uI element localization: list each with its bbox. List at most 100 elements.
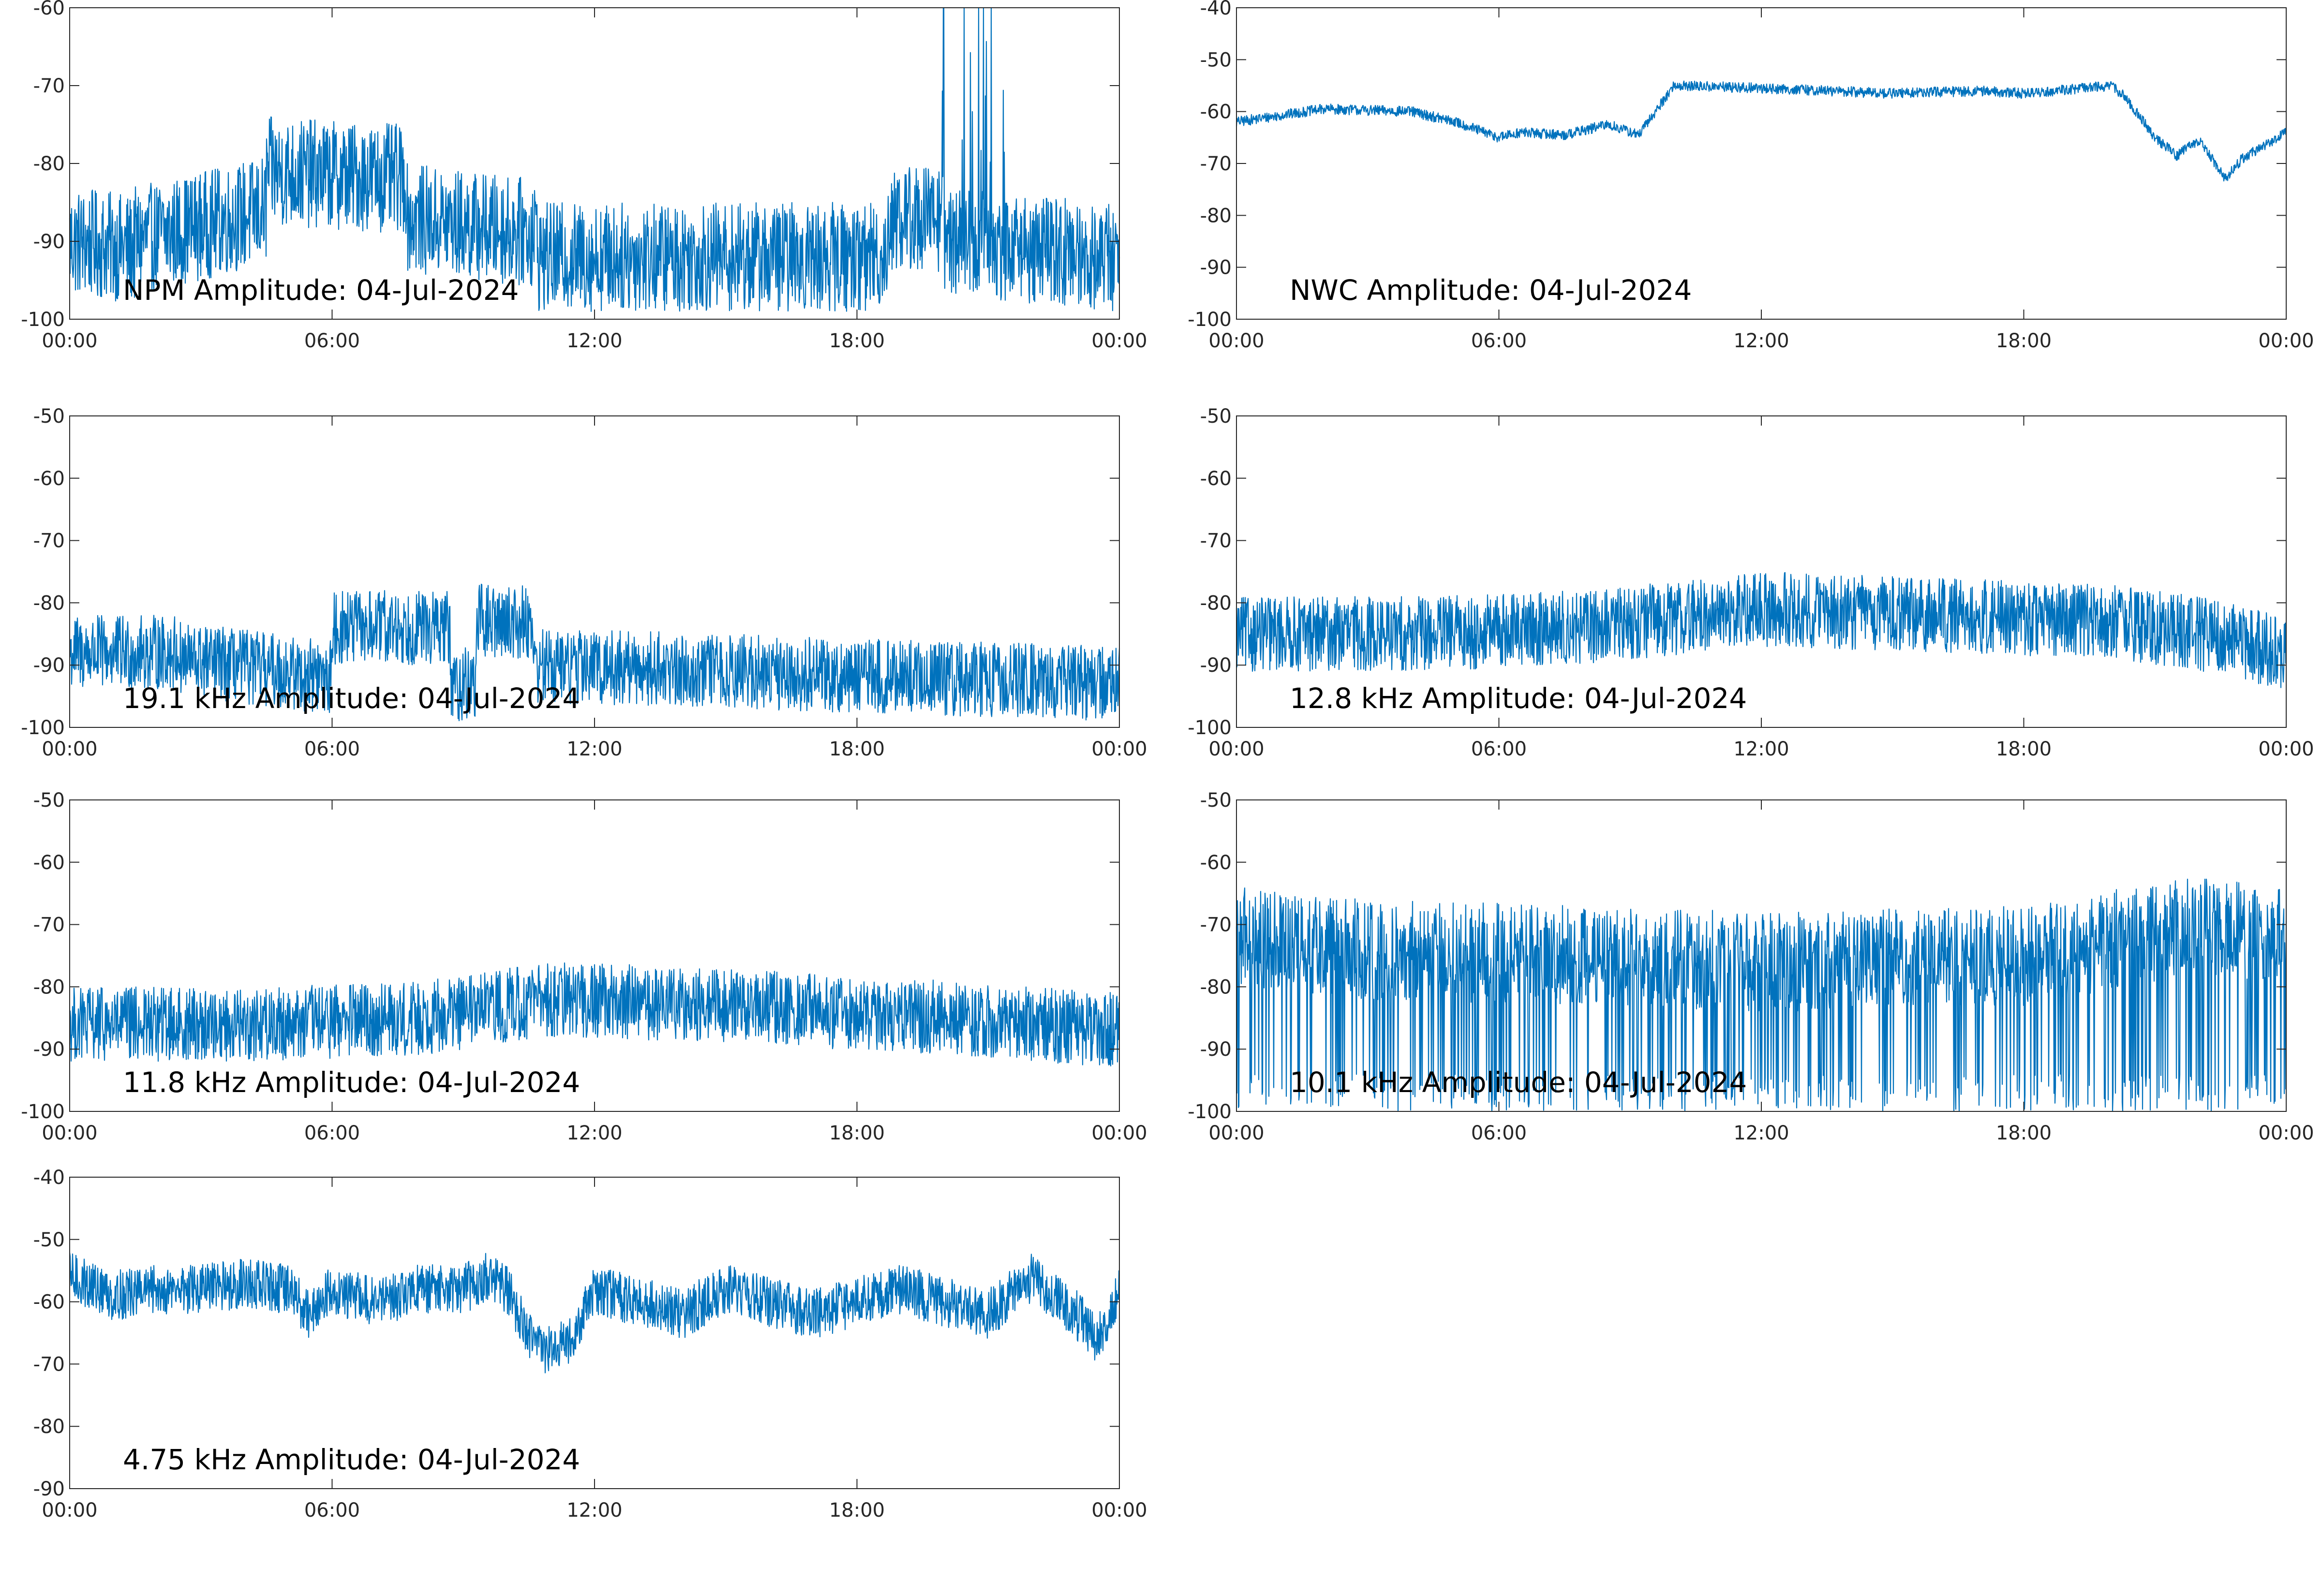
y-tick-label: -80 xyxy=(33,976,65,998)
y-tick-label: -60 xyxy=(1200,468,1232,490)
y-tick-label: -50 xyxy=(1200,405,1232,428)
y-tick-label: -90 xyxy=(33,654,65,677)
series-line xyxy=(1235,80,2287,182)
panel-title: 10.1 kHz Amplitude: 04-Jul-2024 xyxy=(1290,1066,1747,1099)
x-tick-label: 12:00 xyxy=(566,1499,622,1522)
y-tick-label: -60 xyxy=(33,468,65,490)
y-tick-label: -40 xyxy=(1200,0,1232,19)
y-tick-label: -100 xyxy=(21,309,65,331)
y-tick-label: -70 xyxy=(33,530,65,552)
y-tick-label: -80 xyxy=(33,153,65,175)
panel-title: 12.8 kHz Amplitude: 04-Jul-2024 xyxy=(1290,682,1747,715)
y-tick-label: -60 xyxy=(1200,852,1232,874)
x-tick-label: 12:00 xyxy=(566,330,622,352)
axes-frame xyxy=(69,799,1120,1112)
x-tick-label: 06:00 xyxy=(1471,330,1527,352)
y-tick-label: -60 xyxy=(33,852,65,874)
x-tick-label: 00:00 xyxy=(42,330,97,352)
axes-frame xyxy=(69,1177,1120,1489)
series-line xyxy=(69,583,1120,722)
y-tick-label: -100 xyxy=(1188,717,1232,739)
y-tick-label: -90 xyxy=(1200,257,1232,279)
x-tick-label: 12:00 xyxy=(566,1122,622,1144)
y-tick-label: -100 xyxy=(1188,1101,1232,1123)
x-tick-label: 12:00 xyxy=(1733,738,1789,760)
x-tick-label: 18:00 xyxy=(829,330,885,352)
x-tick-label: 06:00 xyxy=(304,738,360,760)
y-tick-label: -70 xyxy=(33,1353,65,1375)
x-tick-label: 06:00 xyxy=(304,1499,360,1522)
y-tick-label: -70 xyxy=(33,75,65,97)
x-tick-label: 00:00 xyxy=(1091,738,1147,760)
y-tick-label: -90 xyxy=(1200,1038,1232,1061)
x-tick-label: 00:00 xyxy=(1208,738,1264,760)
x-tick-label: 18:00 xyxy=(1996,738,2052,760)
x-tick-label: 00:00 xyxy=(42,1499,97,1522)
y-tick-label: -60 xyxy=(1200,101,1232,123)
y-tick-label: -50 xyxy=(33,789,65,812)
y-tick-label: -100 xyxy=(1188,309,1232,331)
y-tick-label: -100 xyxy=(21,717,65,739)
panel-title: NPM Amplitude: 04-Jul-2024 xyxy=(123,274,519,307)
x-tick-label: 12:00 xyxy=(1733,1122,1789,1144)
y-tick-label: -60 xyxy=(33,1291,65,1314)
x-tick-label: 00:00 xyxy=(1091,1122,1147,1144)
x-tick-label: 00:00 xyxy=(1091,330,1147,352)
y-tick-label: -50 xyxy=(33,405,65,428)
x-tick-label: 12:00 xyxy=(566,738,622,760)
panel-title: 11.8 kHz Amplitude: 04-Jul-2024 xyxy=(123,1066,580,1099)
x-tick-label: 00:00 xyxy=(2258,738,2314,760)
x-tick-label: 12:00 xyxy=(1733,330,1789,352)
panel-title: NWC Amplitude: 04-Jul-2024 xyxy=(1290,274,1692,307)
series-line xyxy=(69,1252,1120,1374)
y-tick-label: -80 xyxy=(33,592,65,614)
y-tick-label: -90 xyxy=(1200,654,1232,677)
series-line xyxy=(69,962,1120,1066)
x-tick-label: 18:00 xyxy=(829,738,885,760)
x-tick-label: 18:00 xyxy=(1996,1122,2052,1144)
y-tick-label: -50 xyxy=(33,1229,65,1251)
y-tick-label: -80 xyxy=(33,1416,65,1438)
y-tick-label: -80 xyxy=(1200,205,1232,227)
series-line xyxy=(69,7,1120,312)
x-tick-label: 06:00 xyxy=(304,330,360,352)
x-tick-label: 00:00 xyxy=(42,738,97,760)
panel-title: 4.75 kHz Amplitude: 04-Jul-2024 xyxy=(123,1443,580,1476)
x-tick-label: 18:00 xyxy=(1996,330,2052,352)
y-tick-label: -90 xyxy=(33,1038,65,1061)
x-tick-label: 00:00 xyxy=(1208,330,1264,352)
x-tick-label: 00:00 xyxy=(1208,1122,1264,1144)
x-tick-label: 06:00 xyxy=(1471,738,1527,760)
y-tick-label: -60 xyxy=(33,0,65,19)
x-tick-label: 18:00 xyxy=(829,1122,885,1144)
x-tick-label: 00:00 xyxy=(2258,1122,2314,1144)
y-tick-label: -70 xyxy=(1200,914,1232,936)
panel-title: 19.1 kHz Amplitude: 04-Jul-2024 xyxy=(123,682,580,715)
y-tick-label: -50 xyxy=(1200,49,1232,71)
x-tick-label: 00:00 xyxy=(2258,330,2314,352)
y-tick-label: -70 xyxy=(33,914,65,936)
y-tick-label: -70 xyxy=(1200,530,1232,552)
y-tick-label: -50 xyxy=(1200,789,1232,812)
y-tick-label: -90 xyxy=(33,231,65,253)
y-tick-label: -90 xyxy=(33,1478,65,1500)
x-tick-label: 06:00 xyxy=(1471,1122,1527,1144)
y-tick-label: -100 xyxy=(21,1101,65,1123)
x-tick-label: 00:00 xyxy=(1091,1499,1147,1522)
y-tick-label: -80 xyxy=(1200,976,1232,998)
x-tick-label: 06:00 xyxy=(304,1122,360,1144)
x-tick-label: 18:00 xyxy=(829,1499,885,1522)
axes-frame xyxy=(1236,415,2287,728)
y-tick-label: -40 xyxy=(33,1167,65,1189)
y-tick-label: -70 xyxy=(1200,153,1232,175)
series-line xyxy=(1235,878,2287,1112)
x-tick-label: 00:00 xyxy=(42,1122,97,1144)
